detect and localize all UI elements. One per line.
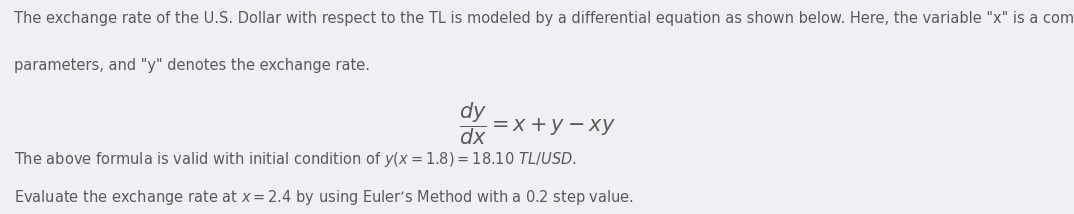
Text: parameters, and "y" denotes the exchange rate.: parameters, and "y" denotes the exchange… xyxy=(14,58,369,73)
Text: Evaluate the exchange rate at $x = 2.4$ by using Euler’s Method with a 0.2 step : Evaluate the exchange rate at $x = 2.4$ … xyxy=(14,188,634,207)
Text: $\dfrac{dy}{dx} = x + y - xy$: $\dfrac{dy}{dx} = x + y - xy$ xyxy=(459,101,615,147)
Text: The exchange rate of the U.S. Dollar with respect to the TL is modeled by a diff: The exchange rate of the U.S. Dollar wit… xyxy=(14,11,1074,26)
Text: The above formula is valid with initial condition of $y(x = 1.8) = 18.10\ \mathi: The above formula is valid with initial … xyxy=(14,150,577,169)
